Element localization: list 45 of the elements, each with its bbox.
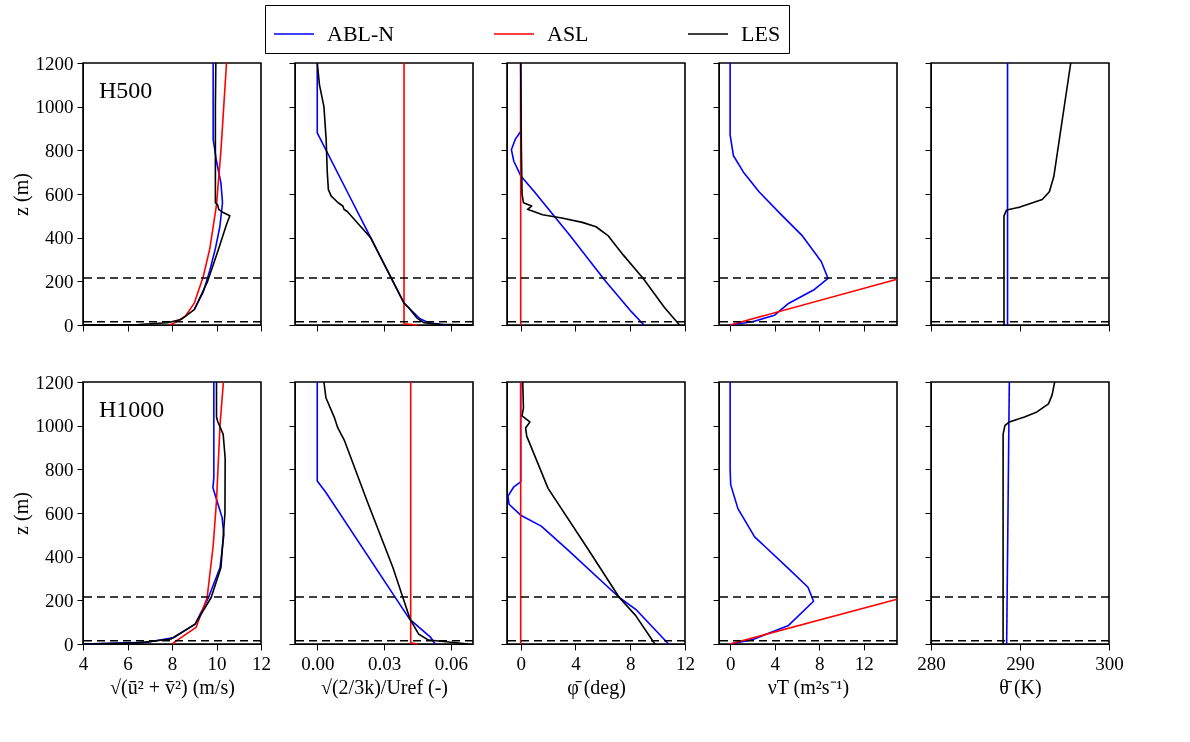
annotation: H500 — [99, 77, 153, 103]
x-axis-title: θ̄ (K) — [999, 675, 1042, 699]
y-tick-label: 1200 — [35, 52, 74, 74]
y-axis-title: z (m) — [9, 492, 33, 535]
x-tick-label: 6 — [123, 652, 133, 674]
x-tick-label: 290 — [1006, 652, 1035, 674]
y-tick-label: 0 — [64, 314, 74, 336]
y-tick-label: 400 — [45, 227, 74, 249]
y-tick-label: 600 — [45, 183, 74, 205]
x-tick-label: 12 — [252, 652, 271, 674]
y-tick-label: 1000 — [35, 415, 74, 437]
x-axis-title: √(ū² + v̄²) (m/s) — [110, 675, 235, 699]
x-tick-label: 4 — [571, 652, 582, 674]
y-tick-label: 1000 — [35, 96, 74, 118]
legend-label: LES — [741, 21, 781, 46]
legend-label: ASL — [547, 21, 589, 46]
x-tick-label: 12 — [676, 652, 695, 674]
x-tick-label: 0.03 — [367, 652, 402, 674]
x-tick-label: 8 — [814, 652, 825, 674]
x-tick-label: 300 — [1095, 652, 1124, 674]
x-axis-title: νT (m²s⁻¹) — [767, 675, 850, 699]
x-axis-title: √(2/3k)/Uref (-) — [320, 675, 449, 699]
x-tick-label: 280 — [917, 652, 946, 674]
x-tick-label: 4 — [78, 652, 89, 674]
y-tick-label: 200 — [45, 270, 74, 292]
x-tick-label: 12 — [854, 652, 874, 674]
annotation: H1000 — [99, 396, 165, 422]
x-tick-label: 0.06 — [434, 652, 468, 674]
y-tick-label: 200 — [45, 589, 74, 611]
y-axis-title: z (m) — [9, 173, 33, 216]
y-tick-label: 600 — [45, 502, 74, 524]
y-tick-label: 1200 — [35, 371, 74, 393]
x-tick-label: 0 — [725, 652, 736, 674]
x-tick-label: 0 — [516, 652, 526, 674]
legend-label: ABL-N — [327, 21, 395, 46]
x-tick-label: 10 — [207, 652, 227, 674]
x-tick-label: 8 — [167, 652, 178, 674]
x-axis-title: φ̄ (deg) — [567, 675, 626, 699]
x-tick-label: 0.00 — [301, 652, 335, 674]
x-tick-label: 8 — [625, 652, 636, 674]
y-tick-label: 400 — [45, 546, 74, 568]
y-tick-label: 800 — [45, 458, 74, 480]
y-tick-label: 800 — [45, 139, 74, 161]
y-tick-label: 0 — [64, 633, 74, 655]
x-tick-label: 4 — [770, 652, 781, 674]
